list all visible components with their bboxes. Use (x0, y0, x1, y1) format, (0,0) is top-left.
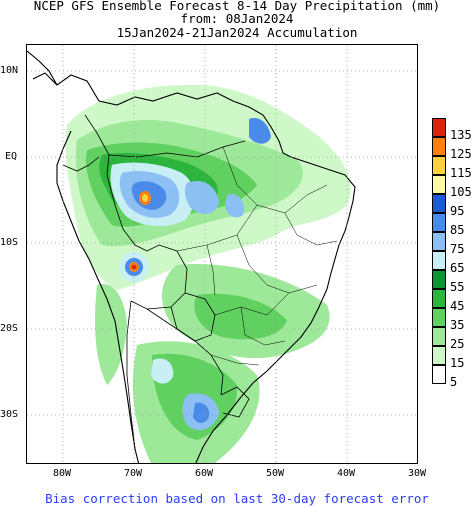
legend-swatch (432, 327, 446, 346)
border-argentina-chile (126, 300, 136, 450)
border-colombia-venezuela (84, 114, 110, 176)
border-argentina-north (146, 308, 224, 396)
legend-row-65: 65 (432, 251, 474, 275)
title-line-1: NCEP GFS Ensemble Forecast 8-14 Day Prec… (33, 0, 441, 13)
state-line-4 (214, 292, 290, 316)
legend-swatch (432, 175, 446, 194)
legend-swatch (432, 365, 446, 384)
border-bolivia (130, 244, 188, 310)
legend-swatch (432, 251, 446, 270)
lon-label-40w: 40W (336, 468, 356, 479)
legend-swatch (432, 194, 446, 213)
precip-map (27, 45, 417, 463)
border-ecuador (62, 156, 100, 172)
lon-label-50w: 50W (265, 468, 285, 479)
legend-swatch (432, 308, 446, 327)
state-line-6 (210, 354, 260, 366)
state-line-1 (222, 146, 328, 214)
legend-swatch (432, 213, 446, 232)
title-line-2: from: 08Jan2024 (180, 11, 294, 26)
legend-row-45: 45 (432, 289, 474, 313)
legend-label: 25 (450, 337, 465, 351)
west-coast (56, 130, 140, 463)
legend-label: 105 (450, 185, 472, 199)
lat-label-30s: 30S (0, 409, 19, 420)
lat-label-20s: 20S (0, 323, 19, 334)
legend-label: 45 (450, 299, 465, 313)
legend-label: 85 (450, 223, 465, 237)
precip-area-patagonia (151, 358, 174, 384)
precip-area-north-coast (249, 117, 271, 144)
legend-label: 125 (450, 147, 472, 161)
legend-row-115: 115 (432, 156, 474, 180)
legend: 135 125 115 105 95 85 75 65 55 45 35 25 … (432, 118, 474, 389)
legend-label: 15 (450, 356, 465, 370)
lat-label-eq: EQ (5, 151, 18, 162)
legend-row-105: 105 (432, 175, 474, 199)
graticule (27, 45, 417, 463)
title-line-3: 15Jan2024-21Jan2024 Accumulation (116, 25, 358, 40)
legend-swatch (432, 346, 446, 365)
precip-area-andes (95, 284, 127, 385)
lat-label-10n: 10N (0, 65, 19, 76)
legend-row-15: 15 (432, 346, 474, 370)
legend-label: 35 (450, 318, 465, 332)
legend-label: 135 (450, 128, 472, 142)
legend-label: 55 (450, 280, 465, 294)
precip-spot-bolivia-core (131, 264, 137, 270)
continent-outline (32, 72, 356, 463)
legend-row-5: 5 (432, 365, 474, 389)
coastline (27, 50, 356, 463)
central-america (27, 50, 58, 86)
lon-label-30w: 30W (407, 468, 427, 479)
legend-swatch (432, 137, 446, 156)
legend-row-85: 85 (432, 213, 474, 237)
country-borders (62, 114, 250, 450)
legend-swatch (432, 270, 446, 289)
legend-row-35: 35 (432, 308, 474, 332)
precip-shading (65, 84, 351, 463)
state-line-5 (240, 306, 286, 346)
legend-row-125: 125 (432, 137, 474, 161)
lon-label-60w: 60W (194, 468, 214, 479)
legend-swatch (432, 289, 446, 308)
state-line-8 (206, 244, 216, 296)
legend-swatch (432, 232, 446, 251)
legend-label: 75 (450, 242, 465, 256)
border-venezuela-brazil (108, 140, 246, 158)
legend-row-25: 25 (432, 327, 474, 351)
legend-row-75: 75 (432, 232, 474, 256)
border-uruguay (220, 386, 250, 418)
lon-label-70w: 70W (123, 468, 143, 479)
legend-swatch (432, 118, 446, 137)
footer-note: Bias correction based on last 30-day for… (45, 491, 429, 506)
legend-swatch (432, 156, 446, 175)
legend-row-95: 95 (432, 194, 474, 218)
border-peru-brazil (106, 174, 148, 252)
precip-area-center-blue (184, 181, 219, 215)
lon-label-80w: 80W (52, 468, 72, 479)
state-line-3 (236, 234, 318, 294)
legend-row-135: 135 (432, 118, 474, 142)
legend-label: 115 (450, 166, 472, 180)
legend-label: 65 (450, 261, 465, 275)
lat-label-10s: 10S (0, 237, 19, 248)
map-frame (26, 44, 418, 464)
legend-row-55: 55 (432, 270, 474, 294)
legend-label: 95 (450, 204, 465, 218)
precip-area-east-blue (225, 194, 244, 218)
legend-label: 5 (450, 375, 458, 389)
precip-area-southeast-mid (194, 293, 287, 340)
precip-peak-amazon-inner (142, 194, 148, 202)
state-line-2 (176, 204, 258, 252)
